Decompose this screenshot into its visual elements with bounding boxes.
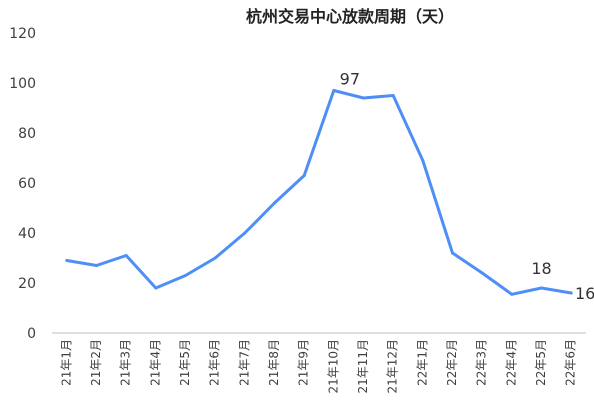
x-tick-label: 21年4月: [148, 339, 162, 386]
y-tick-label: 60: [18, 176, 36, 192]
x-tick-label: 21年12月: [386, 339, 400, 394]
x-tick-label: 22年6月: [564, 339, 578, 386]
y-tick-label: 100: [9, 76, 36, 92]
data-point: [569, 291, 573, 295]
x-tick-label: 22年3月: [475, 339, 489, 386]
x-tick-label: 22年2月: [445, 339, 459, 386]
x-tick-label: 21年7月: [237, 339, 251, 386]
x-tick-label: 21年5月: [178, 339, 192, 386]
data-label: 97: [340, 70, 360, 89]
data-point: [154, 286, 158, 290]
x-tick-label: 22年1月: [415, 339, 429, 386]
data-label: 16: [575, 284, 594, 303]
x-tick-label: 22年5月: [534, 339, 548, 386]
data-label: 18: [531, 259, 551, 278]
data-point: [391, 94, 395, 97]
data-point: [421, 159, 425, 162]
data-point: [451, 251, 454, 255]
y-tick-label: 120: [9, 26, 36, 42]
x-axis-tick-labels: 21年1月 21年2月 21年3月 21年4月 21年5月 21年6月 21年7月 21年8月…: [59, 339, 577, 394]
data-point: [332, 89, 336, 92]
data-point: [213, 256, 217, 260]
x-tick-label: 21年1月: [59, 339, 73, 386]
data-point: [243, 231, 247, 235]
data-point: [95, 264, 98, 267]
data-labels: 97 18 16: [340, 70, 594, 304]
x-tick-label: 21年11月: [356, 339, 370, 394]
series-points: [65, 89, 573, 296]
data-point: [480, 271, 484, 275]
data-point: [540, 286, 543, 290]
y-tick-label: 80: [18, 126, 36, 142]
chart-title: 杭州交易中心放款周期（天）: [246, 7, 454, 26]
y-tick-label: 40: [18, 226, 36, 242]
x-tick-label: 21年9月: [297, 339, 311, 386]
y-tick-label: 0: [27, 326, 36, 342]
data-point: [362, 96, 365, 100]
y-axis-tick-labels: 0 20 40 60 80 100 120: [9, 26, 36, 342]
data-point: [273, 201, 276, 205]
x-tick-label: 21年3月: [119, 339, 133, 386]
x-tick-label: 21年2月: [89, 339, 103, 386]
x-tick-label: 21年8月: [267, 339, 281, 386]
data-point: [184, 274, 187, 277]
x-tick-label: 22年4月: [504, 339, 518, 386]
x-tick-label: 21年10月: [326, 339, 340, 394]
data-point: [302, 174, 306, 177]
series-line: [65, 89, 573, 296]
y-tick-label: 20: [18, 276, 36, 292]
data-point: [124, 254, 128, 257]
data-point: [65, 259, 69, 262]
data-point: [510, 292, 514, 296]
x-tick-label: 21年6月: [208, 339, 222, 386]
